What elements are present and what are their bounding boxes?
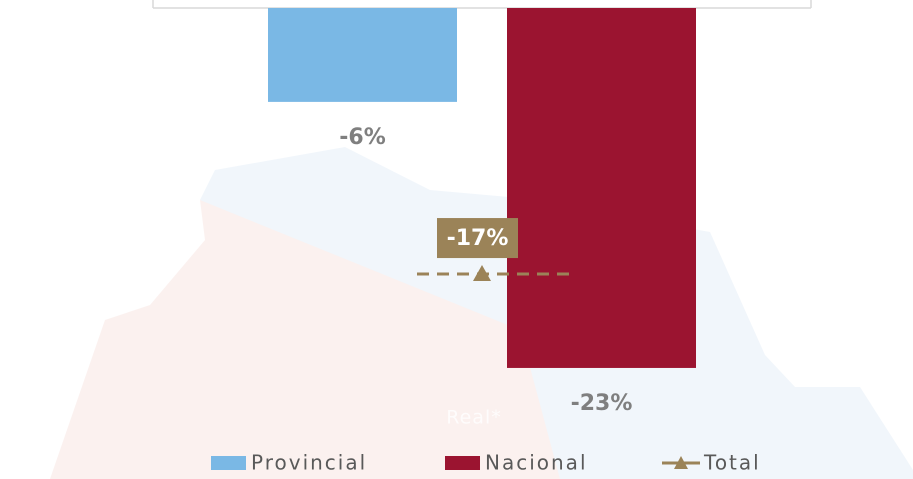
data-label: -6% [339, 125, 385, 150]
total-marker [473, 265, 491, 282]
legend-swatch [445, 456, 480, 470]
legend-label: Provincial [251, 451, 367, 475]
bar [268, 8, 457, 102]
watermark [50, 147, 913, 479]
data-label: -23% [571, 391, 633, 416]
x-category-label: Real* [446, 407, 501, 429]
watermark-shape [50, 200, 560, 479]
legend-swatch [674, 456, 688, 469]
legend-label: Nacional [485, 451, 588, 475]
legend-label: Total [703, 451, 761, 475]
legend-swatch [211, 456, 246, 470]
data-label-box [437, 218, 518, 259]
data-label: -17% [447, 226, 509, 251]
bar [507, 8, 696, 368]
